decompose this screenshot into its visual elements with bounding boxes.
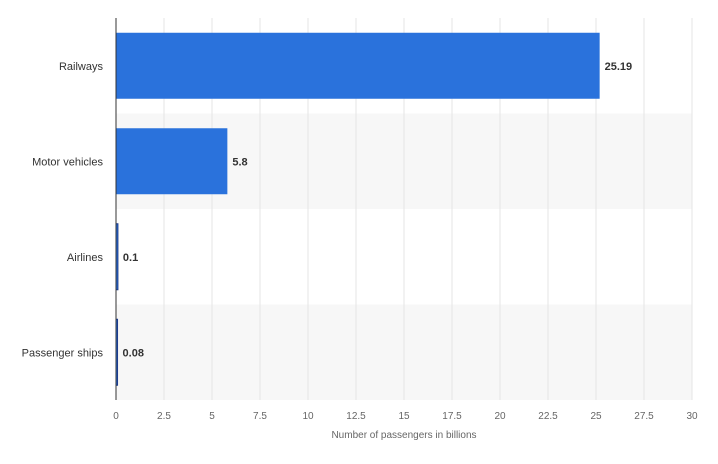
x-tick-label: 22.5	[538, 411, 558, 422]
x-tick-label: 20	[494, 411, 506, 422]
x-tick-label: 5	[209, 411, 215, 422]
bar	[116, 32, 600, 99]
category-label: Passenger ships	[22, 347, 104, 359]
category-label: Airlines	[67, 252, 104, 264]
x-tick-label: 12.5	[346, 411, 366, 422]
data-label: 0.1	[123, 252, 138, 264]
x-tick-label: 7.5	[253, 411, 267, 422]
x-axis-title: Number of passengers in billions	[331, 430, 476, 441]
category-label: Motor vehicles	[32, 156, 103, 168]
x-tick-label: 27.5	[634, 411, 654, 422]
x-tick-label: 10	[302, 411, 314, 422]
data-label: 25.19	[605, 61, 633, 73]
x-tick-label: 15	[398, 411, 410, 422]
bars	[115, 32, 600, 386]
data-label: 0.08	[123, 347, 144, 359]
x-tick-label: 0	[113, 411, 119, 422]
x-tick-label: 2.5	[157, 411, 171, 422]
x-tick-label: 25	[590, 411, 602, 422]
x-tick-label: 17.5	[442, 411, 462, 422]
category-label: Railways	[59, 61, 104, 73]
x-tick-label: 30	[686, 411, 698, 422]
data-label: 5.8	[232, 156, 247, 168]
labels: 0 2.5 5 7.5 10 12.5 15 17.5 20 22.5 25 27.5 30 Railwa…	[22, 61, 698, 422]
bar	[116, 128, 228, 195]
